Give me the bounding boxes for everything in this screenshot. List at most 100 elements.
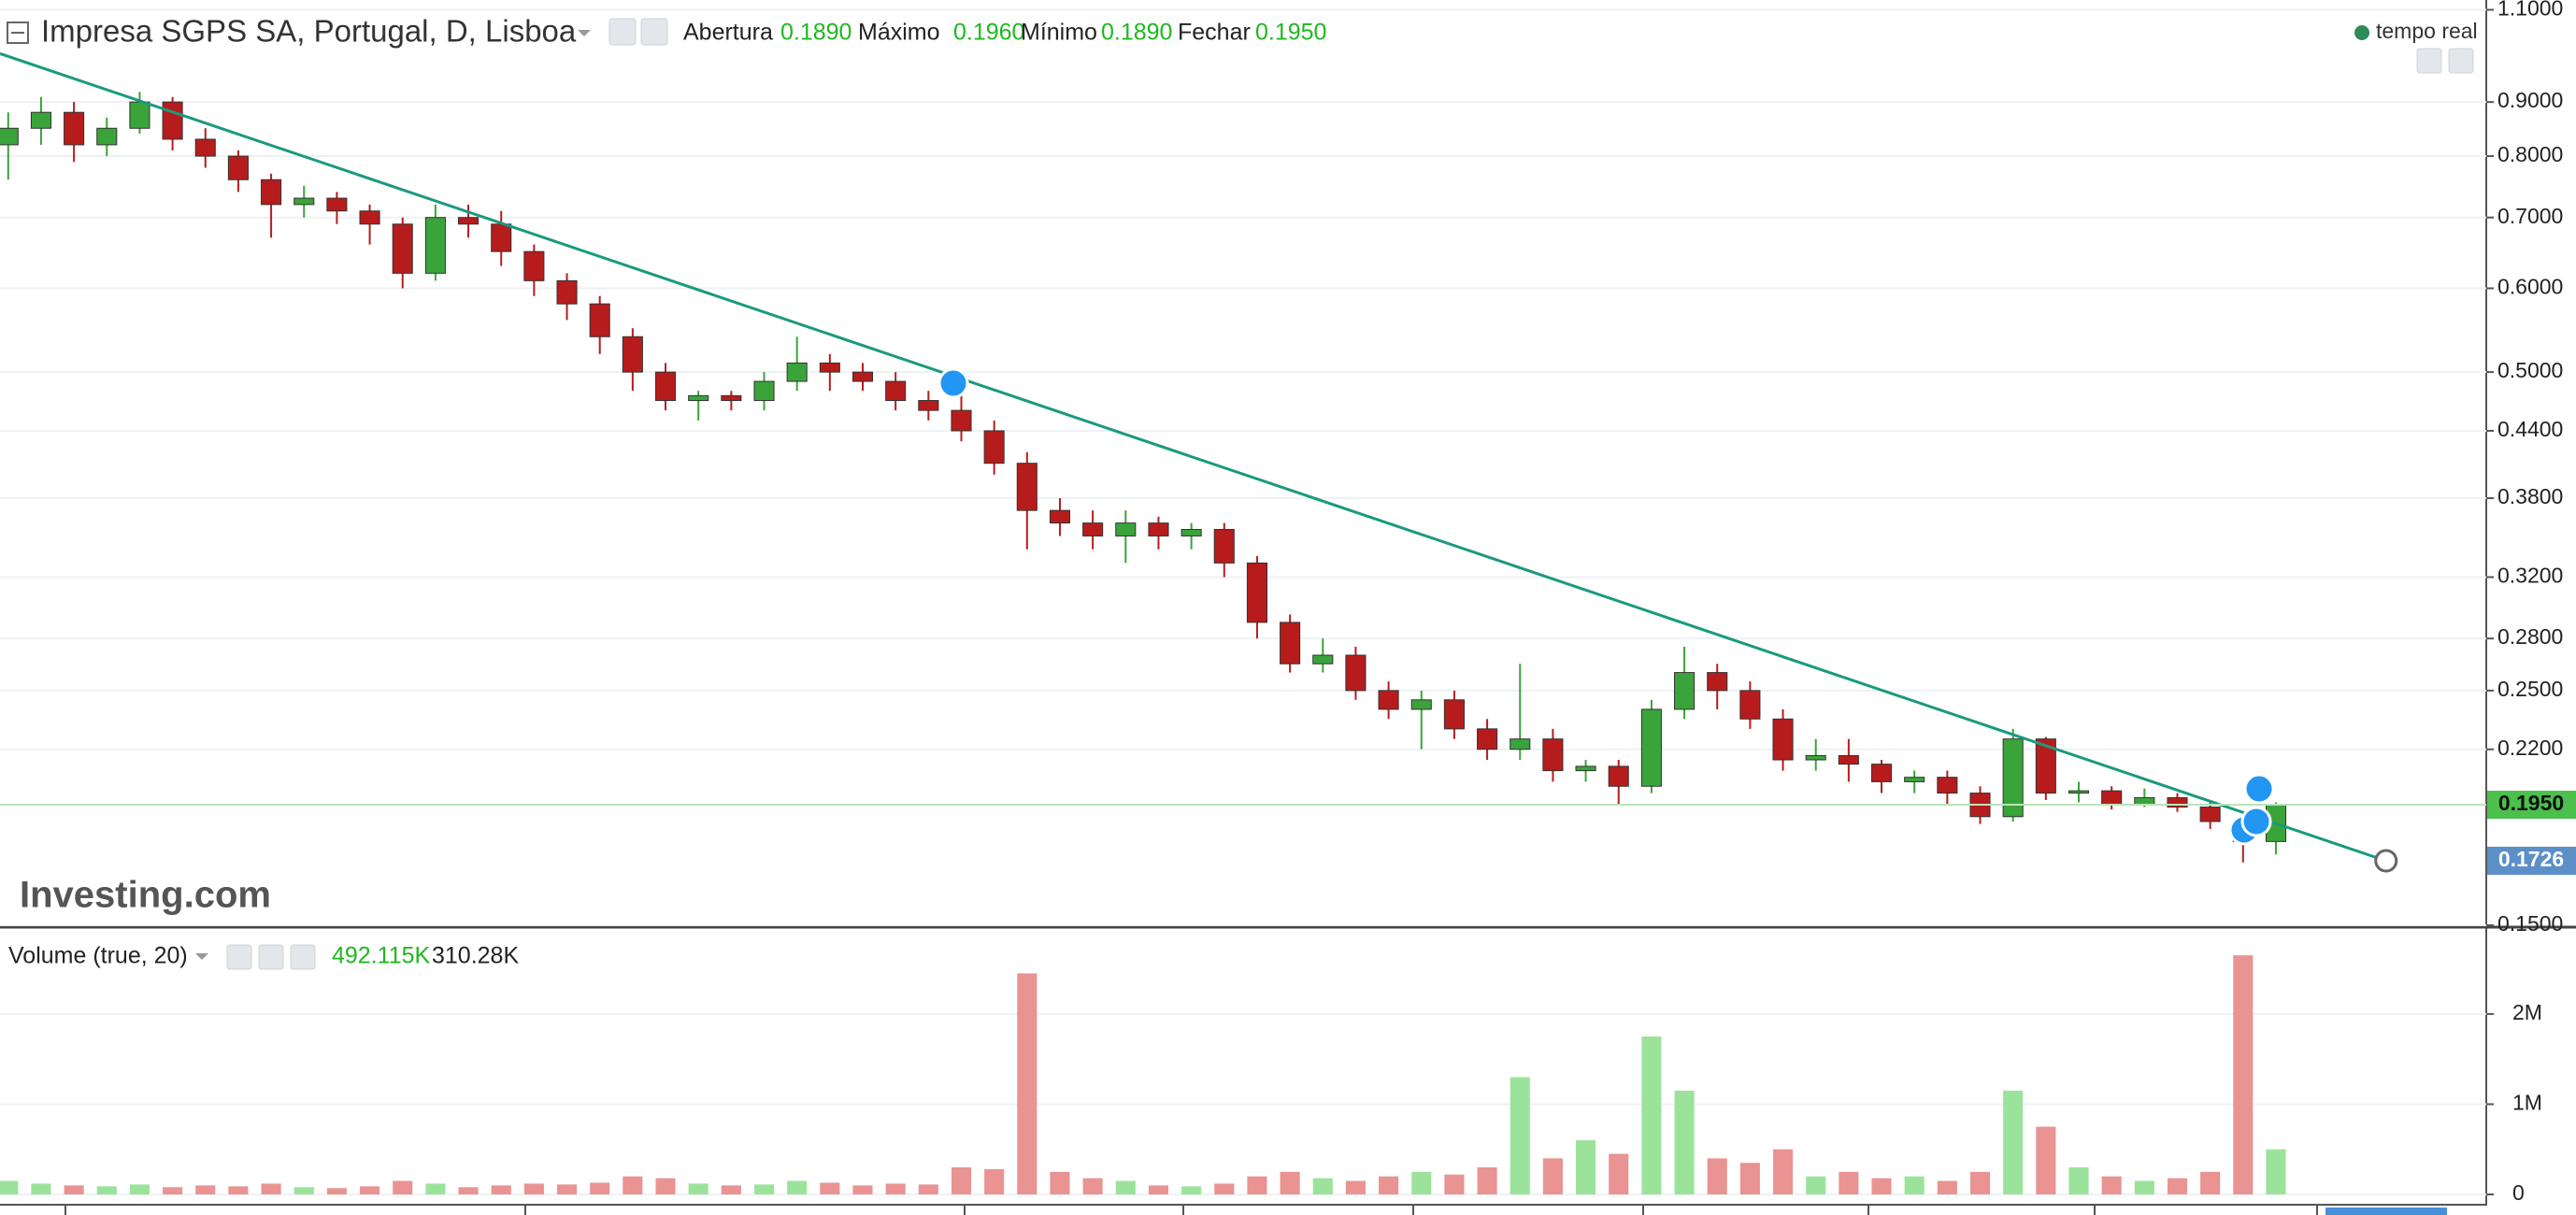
volume-bar <box>1345 1180 1366 1194</box>
field-label: Fechar <box>1178 20 1251 46</box>
y-tick-label: 0.7000 <box>2497 204 2563 228</box>
volume-bar <box>360 1186 380 1194</box>
candle-body <box>1181 528 1202 536</box>
volume-bar <box>623 1176 643 1194</box>
candle-body <box>753 380 775 402</box>
candle-body <box>2167 797 2188 808</box>
candle-body <box>326 197 348 212</box>
y-tick-label: 2M <box>2512 1000 2542 1024</box>
field-label: Mínimo <box>1021 20 1097 46</box>
candle-body <box>293 197 315 206</box>
candle-body <box>654 371 677 402</box>
candle-body <box>1674 672 1696 710</box>
candle-body <box>491 223 512 252</box>
volume-bar <box>918 1184 938 1194</box>
y-tick-label: 0.3800 <box>2497 484 2563 508</box>
volume-bar <box>1641 1036 1662 1194</box>
volume-bar <box>1707 1158 1727 1194</box>
volume-bar <box>1904 1176 1925 1194</box>
volume-bar <box>129 1184 150 1194</box>
candle-body <box>1477 728 1498 750</box>
y-tick-label: 0.5000 <box>2497 358 2563 382</box>
volume-bar <box>1148 1185 1169 1194</box>
visibility-button[interactable] <box>608 18 637 46</box>
candle-body <box>359 210 380 225</box>
volume-bar <box>293 1187 314 1194</box>
event-marker[interactable] <box>937 367 969 399</box>
volume-menu[interactable] <box>195 953 208 960</box>
trendline <box>0 51 2387 863</box>
y-tick-label: 0.4400 <box>2497 417 2563 441</box>
candle-body <box>2002 738 2024 818</box>
settings-button[interactable] <box>258 944 284 970</box>
candle-body <box>885 380 907 402</box>
candle-body <box>2199 807 2221 822</box>
event-marker[interactable] <box>2240 806 2272 837</box>
candle-body <box>30 111 52 129</box>
candle-body <box>721 394 742 402</box>
volume-bar <box>228 1186 249 1194</box>
candle-body <box>1410 699 1432 710</box>
event-marker[interactable] <box>2243 773 2275 805</box>
volume-bar <box>590 1182 610 1194</box>
volume-bar <box>655 1178 676 1194</box>
volume-bar <box>2200 1171 2221 1194</box>
title-menu[interactable] <box>578 30 591 36</box>
volume-bar <box>721 1185 741 1194</box>
candle-body <box>129 101 150 129</box>
remove-button[interactable] <box>290 944 316 970</box>
volume-bar <box>425 1183 446 1194</box>
candle-body <box>1640 708 1662 787</box>
volume-bar <box>1411 1171 1432 1194</box>
candle-body <box>392 223 413 274</box>
volume-bar <box>852 1185 873 1194</box>
volume-bar <box>2233 955 2254 1194</box>
volume-bar <box>458 1187 479 1194</box>
settings-button[interactable] <box>640 18 668 46</box>
volume-bar <box>1477 1167 1497 1194</box>
y-tick-label: 0.2500 <box>2497 677 2563 701</box>
candle-body <box>1904 777 1925 782</box>
candle-body <box>1937 777 1958 794</box>
volume-bar <box>1806 1176 1826 1194</box>
scroll-button[interactable] <box>2448 48 2474 74</box>
candle-body <box>819 362 840 373</box>
candle-body <box>96 127 118 146</box>
visibility-button[interactable] <box>226 944 252 970</box>
candle-body <box>2134 797 2155 806</box>
volume-bar <box>885 1183 906 1194</box>
logo: Investing.com <box>20 875 271 916</box>
candle-body <box>622 336 643 373</box>
volume-bar <box>393 1180 413 1194</box>
volume-bar <box>2003 1090 2024 1194</box>
volume-bar <box>1969 1171 1991 1194</box>
scroll-button[interactable] <box>2416 48 2442 74</box>
y-tick-label: 0.1500 <box>2497 911 2563 936</box>
candle-body <box>688 394 709 402</box>
volume-bar <box>2266 1149 2286 1194</box>
volume-bar <box>1379 1176 1399 1194</box>
candle-body <box>227 155 249 180</box>
candle-body <box>1016 463 1038 511</box>
candle-body <box>1280 622 1301 665</box>
volume-bar <box>2036 1126 2056 1194</box>
volume-ma-value: 310.28K <box>432 943 519 969</box>
volume-bar <box>1050 1171 1070 1194</box>
candle-body <box>1082 522 1104 536</box>
y-tick-label: 0.6000 <box>2497 275 2563 299</box>
volume-title: Volume (true, 20) <box>8 943 188 969</box>
volume-bar <box>1312 1178 1333 1194</box>
volume-bar <box>64 1185 84 1194</box>
time-range-indicator <box>2326 1208 2447 1215</box>
volume-bar <box>1280 1171 1300 1194</box>
volume-bar <box>326 1188 347 1194</box>
candle-body <box>1115 522 1137 536</box>
candle-body <box>589 303 610 337</box>
volume-value: 492.115K <box>332 943 431 969</box>
candle-body <box>458 217 479 225</box>
collapse-button[interactable] <box>7 21 29 44</box>
candle-body <box>1608 765 1629 787</box>
volume-bar <box>1609 1153 1629 1194</box>
